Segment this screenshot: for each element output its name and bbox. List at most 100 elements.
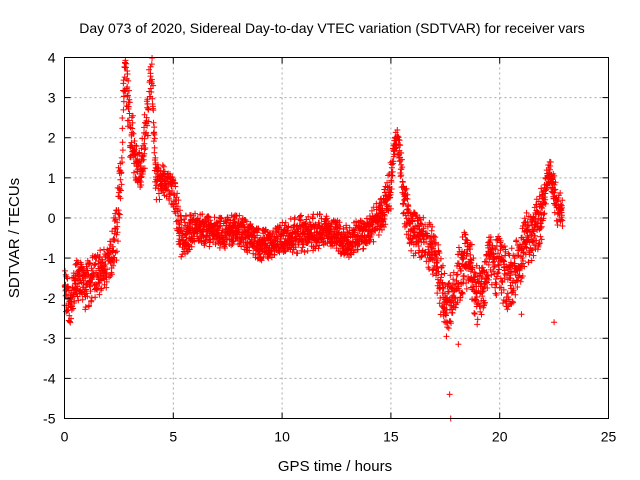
data-point [469, 264, 476, 271]
data-point [98, 285, 105, 292]
data-point [123, 60, 130, 67]
data-point [182, 231, 189, 238]
data-point [497, 247, 504, 254]
data-point [530, 252, 537, 259]
data-point [485, 272, 492, 279]
data-point [315, 245, 322, 252]
data-point [512, 291, 519, 298]
data-point [304, 247, 311, 254]
data-point [473, 294, 480, 301]
data-point [120, 77, 127, 84]
data-point [381, 186, 388, 193]
data-point [377, 196, 384, 203]
data-point [267, 231, 274, 238]
x-tick-label: 5 [169, 429, 177, 445]
data-point [115, 238, 122, 245]
data-point [497, 237, 504, 244]
data-point [404, 196, 411, 203]
data-point [459, 289, 466, 296]
data-point [148, 76, 155, 83]
data-point [84, 267, 91, 274]
data-point [413, 212, 420, 219]
chart-title: Day 073 of 2020, Sidereal Day-to-day VTE… [79, 20, 585, 36]
data-point [124, 84, 131, 91]
data-point [400, 200, 407, 207]
data-point [445, 325, 452, 332]
data-point [525, 236, 532, 243]
data-point [126, 110, 133, 117]
data-point [541, 210, 548, 217]
axis-ticks [64, 57, 609, 419]
data-point [540, 211, 547, 218]
y-axis-label: SDTVAR / TECUs [6, 178, 23, 298]
data-point [109, 243, 116, 250]
data-point [150, 107, 157, 114]
data-point [142, 144, 149, 151]
data-point [199, 211, 206, 218]
data-point [430, 245, 437, 252]
data-point [463, 285, 470, 292]
data-point [493, 281, 500, 288]
data-point [498, 284, 505, 291]
data-point [528, 257, 535, 264]
data-point [455, 260, 462, 267]
data-point [122, 88, 129, 95]
data-point [150, 119, 157, 126]
data-point [428, 227, 435, 234]
data-point [144, 132, 151, 139]
data-point [177, 213, 184, 220]
data-point [437, 295, 444, 302]
data-point [79, 296, 86, 303]
data-point [509, 288, 516, 295]
data-point [176, 207, 183, 214]
data-point [148, 61, 155, 68]
data-point [388, 186, 395, 193]
data-point [258, 257, 265, 264]
data-point [519, 273, 526, 280]
data-point [452, 295, 459, 302]
plot-area-frame [64, 57, 609, 419]
data-point [104, 266, 111, 273]
data-point [312, 221, 319, 228]
data-point [418, 253, 425, 260]
data-point [148, 89, 155, 96]
data-point [68, 315, 75, 322]
data-point [175, 220, 182, 227]
data-point [67, 319, 74, 326]
data-point [185, 241, 192, 248]
data-point [505, 296, 512, 303]
data-point [192, 210, 199, 217]
x-axis-tick-labels: 0 5 10 15 20 25 [61, 429, 617, 445]
data-point [446, 288, 453, 295]
data-point [138, 182, 145, 189]
data-point [508, 245, 515, 252]
data-point [178, 217, 185, 224]
data-point [536, 240, 543, 247]
data-point [88, 297, 95, 304]
data-point [471, 311, 478, 317]
data-point [479, 293, 486, 300]
data-point [83, 290, 90, 297]
data-point [136, 177, 143, 184]
data-point [455, 244, 462, 251]
data-point [243, 218, 250, 225]
data-point [93, 254, 100, 261]
data-point [394, 133, 401, 140]
data-point [521, 215, 528, 222]
data-point [92, 294, 99, 301]
data-point [151, 135, 158, 142]
data-point [86, 302, 93, 309]
data-point [103, 278, 110, 285]
data-point [312, 221, 319, 228]
data-point [92, 261, 99, 268]
data-point [555, 194, 562, 201]
data-point [405, 202, 412, 209]
data-point [552, 179, 559, 186]
data-point [75, 297, 82, 304]
data-point [441, 290, 448, 297]
data-point [558, 212, 565, 219]
data-point [106, 274, 113, 281]
data-point [114, 223, 121, 230]
data-point [145, 66, 152, 73]
data-point [444, 288, 451, 295]
